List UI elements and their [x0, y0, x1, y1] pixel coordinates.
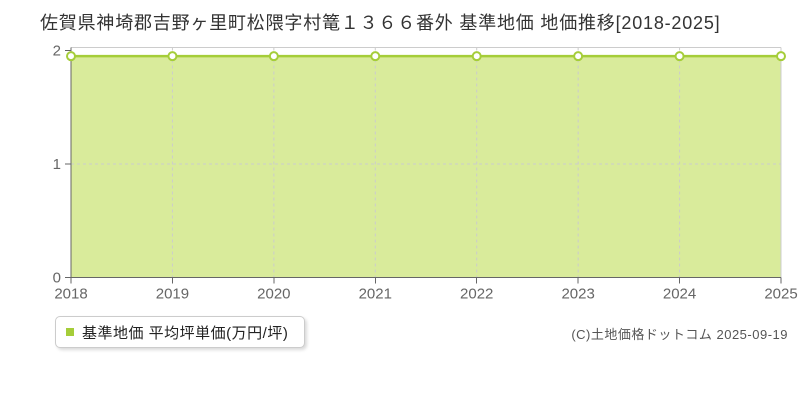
- data-point-marker: [674, 51, 685, 62]
- data-point-marker: [167, 51, 178, 62]
- x-tick-label: 2022: [460, 286, 493, 303]
- data-point-marker: [776, 51, 786, 62]
- y-tick-label: 1: [53, 156, 61, 173]
- data-point-marker: [370, 51, 381, 62]
- x-tick-label: 2025: [764, 286, 797, 303]
- series-area: [71, 56, 781, 278]
- x-tick-label: 2023: [561, 286, 594, 303]
- y-tick-label: 2: [53, 43, 61, 60]
- y-tick-label: 0: [53, 270, 61, 287]
- x-tick-label: 2019: [156, 286, 189, 303]
- x-tick-label: 2021: [359, 286, 392, 303]
- x-tick-label: 2018: [54, 286, 87, 303]
- copyright-text: (C)土地価格ドットコム 2025-09-19: [571, 327, 788, 342]
- legend: 基準地価 平均坪単価(万円/坪): [55, 316, 306, 348]
- x-tick-label: 2024: [663, 286, 696, 303]
- x-tick-label: 2020: [257, 286, 290, 303]
- data-point-marker: [268, 51, 279, 62]
- page-title: 佐賀県神埼郡吉野ヶ里町松隈字村篭１３６６番外 基準地価 地価推移[2018-20…: [40, 13, 721, 33]
- legend-series-swatch: [66, 328, 74, 336]
- data-point-marker: [66, 51, 76, 62]
- data-point-marker: [471, 51, 482, 62]
- legend-series-label: 基準地価 平均坪単価(万円/坪): [82, 324, 289, 342]
- price-trend-chart: 0 1 2 2018 2019 2020 2021 2022 2023 2024 2025: [53, 43, 798, 303]
- data-point-marker: [573, 51, 584, 62]
